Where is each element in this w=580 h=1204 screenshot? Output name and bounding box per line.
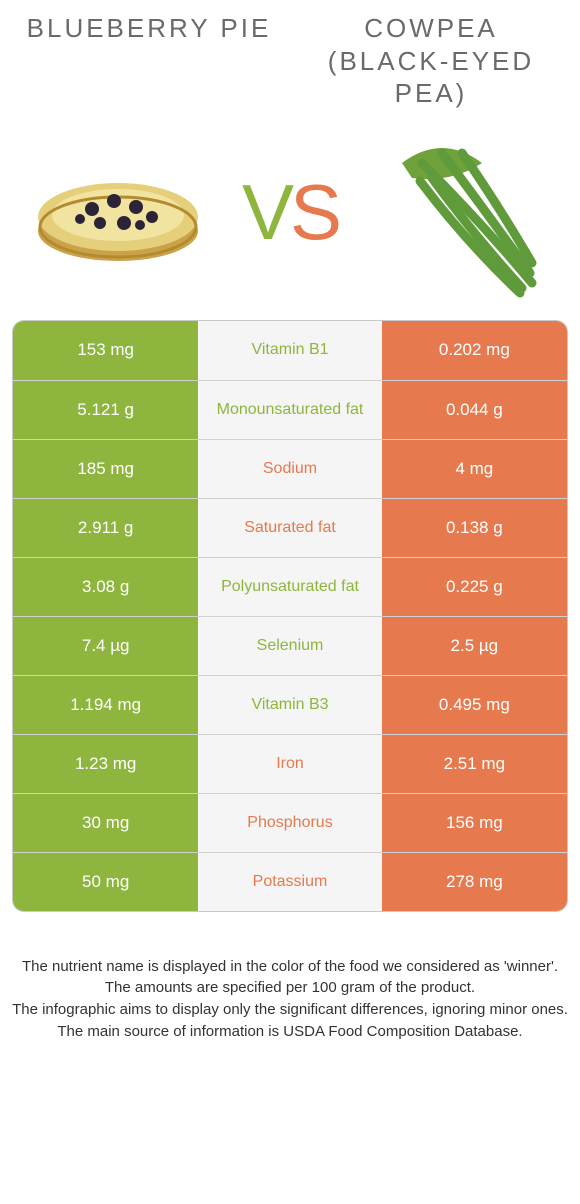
value-right: 0.202 mg <box>382 321 567 380</box>
value-left: 153 mg <box>13 321 198 380</box>
food-left-title: BLUEBERRY PIE <box>24 12 274 45</box>
table-row: 1.194 mgVitamin B30.495 mg <box>13 675 567 734</box>
value-left: 1.23 mg <box>13 735 198 793</box>
value-right: 278 mg <box>382 853 567 911</box>
vs-s: S <box>290 167 338 258</box>
table-row: 50 mgPotassium278 mg <box>13 852 567 911</box>
table-row: 153 mgVitamin B10.202 mg <box>13 321 567 380</box>
value-left: 185 mg <box>13 440 198 498</box>
nutrient-name: Potassium <box>198 853 381 911</box>
value-left: 30 mg <box>13 794 198 852</box>
footer-line: The amounts are specified per 100 gram o… <box>12 977 568 999</box>
nutrient-name: Selenium <box>198 617 381 675</box>
value-left: 3.08 g <box>13 558 198 616</box>
nutrient-name: Vitamin B1 <box>198 321 381 380</box>
value-right: 2.51 mg <box>382 735 567 793</box>
value-right: 0.138 g <box>382 499 567 557</box>
table-row: 2.911 gSaturated fat0.138 g <box>13 498 567 557</box>
value-right: 0.495 mg <box>382 676 567 734</box>
value-left: 2.911 g <box>13 499 198 557</box>
value-right: 2.5 µg <box>382 617 567 675</box>
footer-line: The nutrient name is displayed in the co… <box>12 956 568 978</box>
nutrient-name: Iron <box>198 735 381 793</box>
hero-row: V S <box>0 110 580 320</box>
value-right: 0.225 g <box>382 558 567 616</box>
food-right-title: COWPEA (BLACK-EYED PEA) <box>306 12 556 110</box>
value-right: 4 mg <box>382 440 567 498</box>
nutrient-name: Vitamin B3 <box>198 676 381 734</box>
vs-v: V <box>242 167 290 258</box>
nutrient-name: Sodium <box>198 440 381 498</box>
table-row: 3.08 gPolyunsaturated fat0.225 g <box>13 557 567 616</box>
titles-row: BLUEBERRY PIE COWPEA (BLACK-EYED PEA) <box>0 12 580 110</box>
value-right: 0.044 g <box>382 381 567 439</box>
value-left: 5.121 g <box>13 381 198 439</box>
value-left: 50 mg <box>13 853 198 911</box>
table-row: 185 mgSodium4 mg <box>13 439 567 498</box>
footer-line: The infographic aims to display only the… <box>12 999 568 1021</box>
footer-line: The main source of information is USDA F… <box>12 1021 568 1043</box>
nutrient-table: 153 mgVitamin B10.202 mg5.121 gMonounsat… <box>12 320 568 912</box>
table-row: 1.23 mgIron2.51 mg <box>13 734 567 793</box>
food-left-image <box>28 123 208 303</box>
nutrient-name: Phosphorus <box>198 794 381 852</box>
table-row: 30 mgPhosphorus156 mg <box>13 793 567 852</box>
value-left: 7.4 µg <box>13 617 198 675</box>
infographic: BLUEBERRY PIE COWPEA (BLACK-EYED PEA) <box>0 0 580 1043</box>
nutrient-name: Polyunsaturated fat <box>198 558 381 616</box>
table-row: 7.4 µgSelenium2.5 µg <box>13 616 567 675</box>
footer-notes: The nutrient name is displayed in the co… <box>12 956 568 1043</box>
table-row: 5.121 gMonounsaturated fat0.044 g <box>13 380 567 439</box>
nutrient-name: Monounsaturated fat <box>198 381 381 439</box>
food-right-image <box>372 123 552 303</box>
nutrient-name: Saturated fat <box>198 499 381 557</box>
vs-label: V S <box>242 167 338 258</box>
value-left: 1.194 mg <box>13 676 198 734</box>
value-right: 156 mg <box>382 794 567 852</box>
